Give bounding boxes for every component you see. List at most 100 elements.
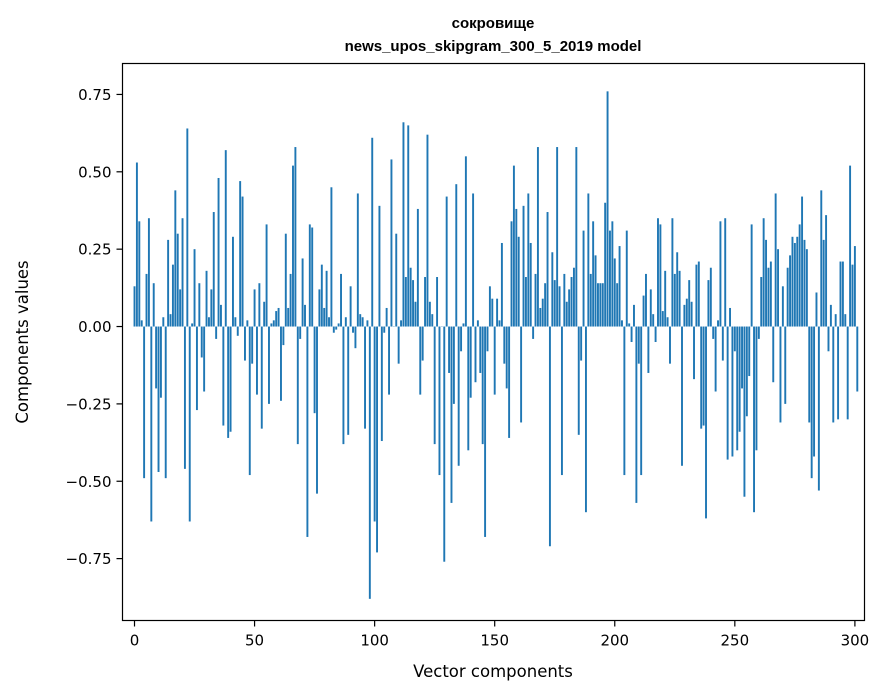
bar-266: [772, 326, 775, 383]
bar-80: [325, 270, 328, 327]
bar-186: [580, 326, 583, 361]
bar-198: [609, 230, 611, 327]
bar-118: [416, 208, 419, 327]
y-tick-label: −0.25: [66, 395, 112, 413]
bar-174: [551, 252, 554, 327]
x-tick-label: 150: [480, 632, 509, 650]
bar-67: [294, 147, 297, 327]
bar-17: [174, 190, 177, 327]
bar-150: [493, 326, 496, 395]
bar-293: [837, 326, 840, 420]
bar-125: [433, 326, 436, 445]
bar-210: [637, 326, 640, 364]
bar-124: [431, 314, 434, 327]
bar-252: [738, 326, 741, 432]
bar-53: [260, 326, 263, 429]
bar-169: [539, 307, 542, 327]
bar-47: [246, 320, 249, 327]
bar-162: [522, 205, 525, 327]
bar-295: [841, 261, 844, 327]
bar-166: [532, 326, 535, 339]
bar-51: [256, 326, 258, 395]
bar-64: [287, 307, 290, 327]
bar-236: [700, 326, 703, 429]
bar-60: [277, 307, 280, 327]
bar-84: [335, 326, 338, 330]
bar-263: [765, 239, 768, 327]
bar-181: [568, 289, 571, 327]
bar-168: [536, 147, 539, 327]
bar-137: [462, 323, 465, 327]
bar-199: [611, 221, 614, 327]
bar-19: [179, 289, 182, 327]
bar-261: [760, 277, 763, 327]
bar-122: [426, 134, 429, 327]
bar-48: [248, 326, 251, 476]
bar-82: [330, 187, 333, 327]
bar-120: [421, 326, 424, 361]
bar-251: [736, 326, 739, 451]
bar-92: [354, 326, 357, 349]
bar-215: [649, 289, 652, 327]
bar-143: [476, 320, 479, 327]
bar-250: [733, 326, 736, 352]
bar-279: [803, 239, 806, 327]
bar-260: [757, 326, 760, 339]
bar-276: [796, 236, 799, 327]
bar-58: [272, 320, 275, 327]
bar-227: [678, 270, 681, 327]
bar-156: [508, 326, 511, 438]
bar-101: [376, 326, 378, 553]
bar-229: [683, 304, 686, 327]
bar-119: [419, 326, 422, 395]
bar-230: [685, 298, 688, 327]
bar-223: [669, 326, 671, 364]
bar-15: [169, 314, 172, 327]
bar-253: [741, 326, 743, 389]
bar-185: [577, 326, 580, 435]
bar-69: [299, 326, 302, 339]
bar-216: [652, 314, 655, 327]
bar-75: [313, 326, 316, 414]
y-axis-ticks: −0.75 −0.50 −0.25 0.00 0.25 0.50 0.75: [66, 86, 123, 568]
bar-248: [729, 307, 731, 327]
bar-97: [366, 320, 369, 327]
bar-274: [791, 236, 794, 327]
bar-201: [616, 283, 619, 327]
bar-72: [306, 326, 309, 537]
bar-208: [633, 304, 635, 327]
bar-134: [455, 184, 458, 327]
bar-100: [373, 326, 376, 522]
bar-34: [215, 326, 218, 339]
bar-43: [236, 326, 239, 336]
bar-226: [676, 252, 679, 327]
bar-203: [621, 320, 623, 327]
bar-275: [793, 242, 796, 327]
bar-26: [195, 326, 198, 411]
bar-25: [193, 249, 196, 327]
bar-294: [839, 261, 842, 327]
bar-62: [282, 326, 285, 346]
bar-63: [284, 233, 287, 327]
bar-6: [147, 218, 150, 327]
bar-159: [515, 208, 518, 327]
bar-2: [138, 221, 141, 327]
bar-222: [666, 317, 669, 327]
bar-269: [779, 326, 782, 423]
bar-151: [496, 298, 499, 327]
bar-219: [659, 224, 662, 327]
bar-259: [755, 326, 758, 451]
bar-36: [219, 304, 222, 327]
bar-130: [445, 196, 448, 327]
bar-235: [697, 261, 700, 327]
bar-287: [822, 239, 825, 327]
bar-231: [688, 280, 691, 327]
x-axis-label: Vector components: [413, 662, 573, 681]
bar-164: [527, 193, 530, 327]
bar-93: [356, 193, 359, 327]
x-tick-label: 250: [721, 632, 750, 650]
bar-161: [520, 326, 523, 423]
bar-262: [762, 218, 765, 327]
bar-88: [344, 317, 347, 327]
